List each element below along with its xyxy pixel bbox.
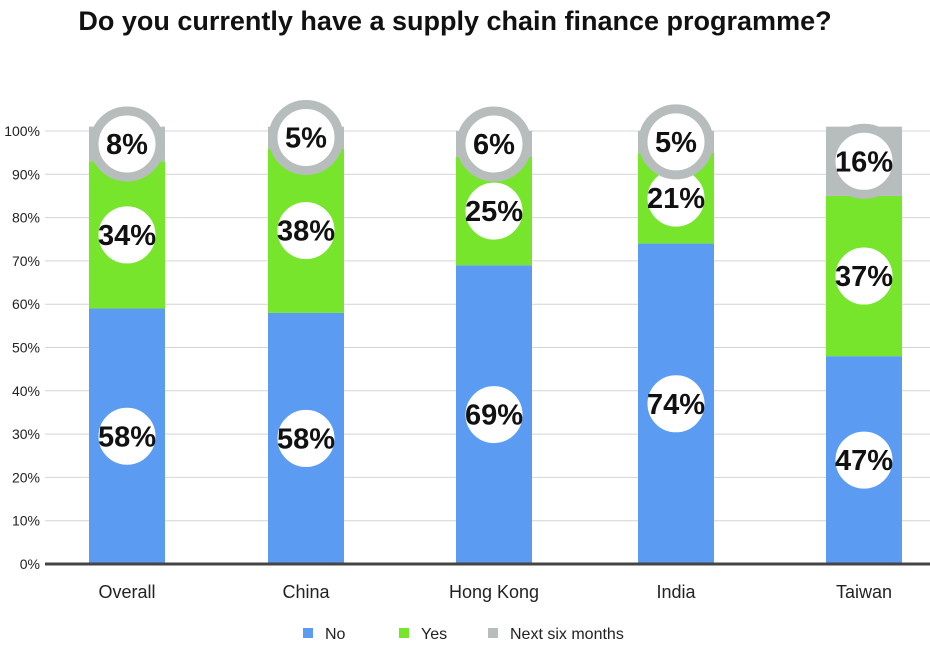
data-label: 25% bbox=[465, 196, 523, 228]
y-tick-label: 0% bbox=[20, 556, 40, 572]
data-label: 37% bbox=[835, 261, 893, 293]
data-label: 8% bbox=[106, 129, 148, 161]
data-label-bubble bbox=[456, 377, 532, 453]
y-tick-label: 80% bbox=[12, 210, 40, 226]
data-label: 34% bbox=[98, 220, 156, 252]
data-label-bubble bbox=[268, 193, 344, 269]
data-label: 6% bbox=[473, 129, 515, 161]
data-label: 21% bbox=[647, 183, 705, 215]
category-label: Hong Kong bbox=[449, 582, 539, 602]
data-label-bubble bbox=[638, 366, 714, 442]
data-label-bubble bbox=[826, 123, 902, 199]
x-axis: Overall China Hong Kong India Taiwan bbox=[98, 582, 892, 602]
data-label-bubble bbox=[268, 400, 344, 476]
data-label-bubble bbox=[89, 398, 165, 474]
data-label-bubble bbox=[89, 197, 165, 273]
data-label: 5% bbox=[655, 127, 697, 159]
category-label: China bbox=[282, 582, 330, 602]
y-tick-label: 20% bbox=[12, 469, 40, 485]
legend: No Yes Next six months bbox=[303, 626, 624, 643]
y-tick-label: 30% bbox=[12, 426, 40, 442]
y-tick-label: 90% bbox=[12, 166, 40, 182]
data-label: 16% bbox=[835, 146, 893, 178]
data-label-bubble bbox=[638, 104, 714, 180]
y-tick-label: 60% bbox=[12, 296, 40, 312]
y-tick-label: 50% bbox=[12, 340, 40, 356]
data-label: 69% bbox=[465, 400, 523, 432]
y-axis: 0% 10% 20% 30% 40% 50% 60% 70% 80% 90% 100% bbox=[4, 123, 40, 572]
category-label: Taiwan bbox=[836, 582, 892, 602]
data-label: 5% bbox=[285, 122, 327, 154]
chart-title: Do you currently have a supply chain fin… bbox=[78, 6, 831, 36]
category-label: Overall bbox=[98, 582, 155, 602]
legend-swatch bbox=[303, 628, 313, 638]
y-tick-label: 100% bbox=[4, 123, 40, 139]
legend-swatch bbox=[399, 628, 409, 638]
data-label-bubble bbox=[456, 106, 532, 182]
data-label: 58% bbox=[98, 421, 156, 453]
data-label-bubble bbox=[826, 422, 902, 498]
legend-label: Next six months bbox=[510, 626, 624, 643]
data-label-bubble bbox=[268, 99, 344, 175]
data-label: 58% bbox=[277, 423, 335, 455]
data-labels: 58% 34% 8% 58% 38% 5% 69% 25% 6% 74% 21% 5% 47% 37% 16… bbox=[89, 99, 902, 498]
y-tick-label: 40% bbox=[12, 383, 40, 399]
legend-label: No bbox=[325, 626, 346, 643]
data-label: 47% bbox=[835, 445, 893, 477]
legend-swatch bbox=[488, 628, 498, 638]
category-label: India bbox=[656, 582, 696, 602]
data-label-bubble bbox=[826, 238, 902, 314]
y-tick-label: 10% bbox=[12, 513, 40, 529]
data-label: 74% bbox=[647, 389, 705, 421]
legend-label: Yes bbox=[421, 626, 447, 643]
data-label-bubble bbox=[89, 106, 165, 182]
data-label: 38% bbox=[277, 216, 335, 248]
y-tick-label: 70% bbox=[12, 253, 40, 269]
